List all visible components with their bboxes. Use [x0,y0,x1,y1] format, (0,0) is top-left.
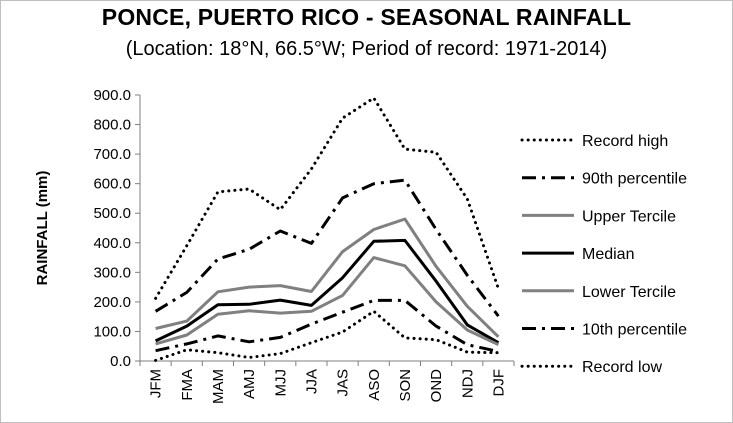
x-tick-label: SON [397,369,414,402]
series-line-lower-tercile [155,256,500,347]
legend-label-record-high: Record high [582,133,668,150]
x-tick-label: OND [428,369,445,403]
x-tick-label: JAS [335,369,352,397]
x-tick-label: DJF [490,369,507,397]
series-line-upper-tercile [155,217,500,338]
chart-title: PONCE, PUERTO RICO - SEASONAL RAINFALL [101,4,632,30]
series-line-median [154,238,500,345]
legend-label-90th-percentile: 90th percentile [582,171,687,188]
series-layer [154,96,500,362]
x-tick-label: AMJ [241,369,258,399]
legend-label-lower-tercile: Lower Tercile [582,284,676,301]
legend-label-upper-tercile: Upper Tercile [582,208,676,225]
y-tick-label: 0.0 [110,353,131,370]
x-tick-label: MJJ [272,369,289,397]
series-line-10th-percentile [155,298,499,353]
x-tick-label: ASO [366,369,383,401]
y-tick-label: 100.0 [93,323,131,340]
x-tick-label: MAM [210,369,227,404]
y-tick-label: 900.0 [93,87,131,104]
series-line-90th-percentile [154,178,500,318]
legend-label-10th-percentile: 10th percentile [582,322,687,339]
legend: Record high 90th percentile Upper Tercile M… [520,133,687,376]
y-tick-label: 300.0 [93,264,131,281]
series-line-record-low [154,309,500,362]
x-tick-label: FMA [179,369,196,401]
y-tick-label: 700.0 [93,146,131,163]
x-tick-label: JJA [303,369,320,394]
y-tick-label: 800.0 [93,117,131,134]
legend-label-record-low: Record low [582,359,662,376]
y-tick-label: 400.0 [93,235,131,252]
series-line-record-high [154,96,500,300]
chart-subtitle: (Location: 18°N, 66.5°W; Period of recor… [125,38,608,60]
x-tick-label: JFM [148,369,165,398]
y-tick-label: 200.0 [93,294,131,311]
y-axis-title: RAINFALL (mm) [34,171,51,286]
y-tick-label: 600.0 [93,176,131,193]
y-tick-label: 500.0 [93,205,131,222]
x-tick-label: NDJ [459,369,476,398]
chart-axes: RAINFALL (mm) 0.0 100.0 200.0 300.0 400.0 500.… [34,87,515,404]
legend-label-median: Median [582,246,634,263]
